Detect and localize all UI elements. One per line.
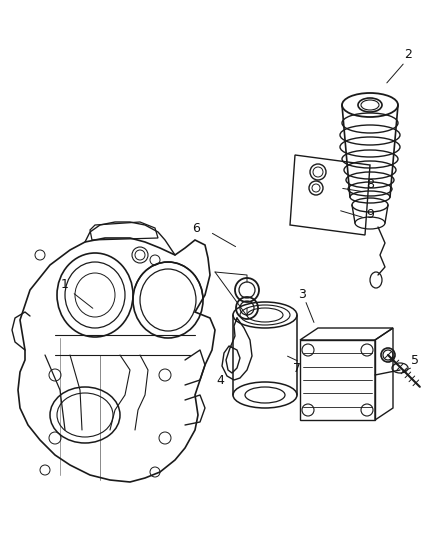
Text: 8: 8 [366, 179, 374, 191]
Text: 5: 5 [411, 353, 419, 367]
Text: 6: 6 [192, 222, 200, 235]
Text: 9: 9 [366, 208, 374, 222]
Text: 1: 1 [61, 279, 69, 292]
Text: 3: 3 [298, 288, 306, 302]
Text: 7: 7 [293, 361, 301, 375]
Text: 2: 2 [404, 49, 412, 61]
Text: 4: 4 [216, 374, 224, 386]
